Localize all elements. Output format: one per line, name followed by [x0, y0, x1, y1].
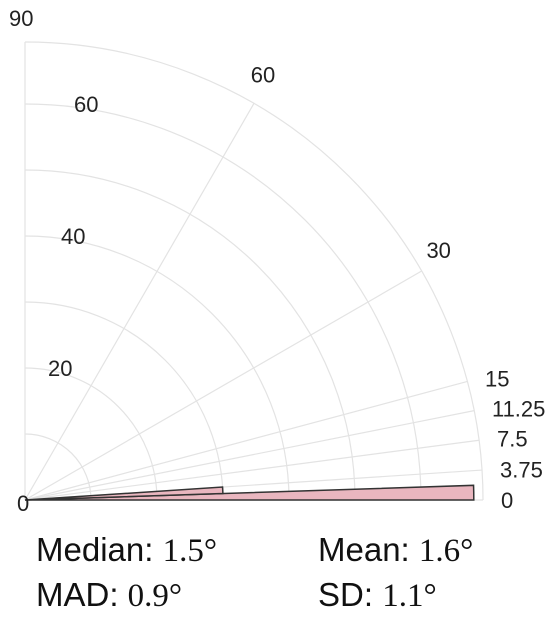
histogram-bar [24, 486, 224, 501]
median-value: 1.5° [162, 533, 218, 569]
theta-tick-label: 7.5 [497, 427, 528, 452]
median-label: Median: [36, 531, 163, 568]
radial-tick-label: 20 [48, 356, 72, 381]
theta-tick-label: 30 [426, 238, 450, 263]
angular-grid-spoke [24, 439, 480, 501]
mad-label: MAD: [36, 576, 128, 613]
radial-grid-arc [24, 103, 422, 501]
mean-stat: Mean: 1.6° [318, 533, 473, 568]
radial-grid-arc [24, 235, 290, 501]
sd-stat: SD: 1.1° [318, 578, 437, 613]
radial-grid-arc [24, 367, 158, 501]
mean-value: 1.6° [418, 533, 474, 569]
angular-grid-spoke [24, 270, 422, 501]
radial-tick-label: 40 [61, 224, 85, 249]
theta-tick-label: 0 [501, 488, 513, 513]
angular-grid-spoke [24, 410, 475, 501]
radial-tick-label: 0 [17, 491, 29, 516]
sd-label: SD: [318, 576, 383, 613]
angular-grid-spoke [24, 103, 255, 501]
outer-boundary-arc [24, 41, 484, 501]
radial-grid-arc [24, 301, 224, 501]
radial-tick-label: 60 [74, 92, 98, 117]
radial-grid-arc [24, 169, 356, 501]
angular-grid-spoke [24, 380, 468, 501]
mad-stat: MAD: 0.9° [36, 578, 182, 613]
sd-value: 1.1° [382, 578, 437, 614]
theta-tick-label: 3.75 [500, 457, 543, 482]
mean-label: Mean: [318, 531, 419, 568]
theta-tick-label: 15 [485, 366, 509, 391]
theta-tick-label: 60 [251, 62, 275, 87]
theta-tick-label: 90 [9, 6, 33, 31]
polar-histogram-chart: 0 3.75 7.5 11.25 15 30 60 90 0 20 40 60 [9, 6, 545, 516]
mad-value: 0.9° [127, 578, 183, 614]
theta-tick-label: 11.25 [492, 396, 545, 421]
median-stat: Median: 1.5° [36, 533, 217, 568]
